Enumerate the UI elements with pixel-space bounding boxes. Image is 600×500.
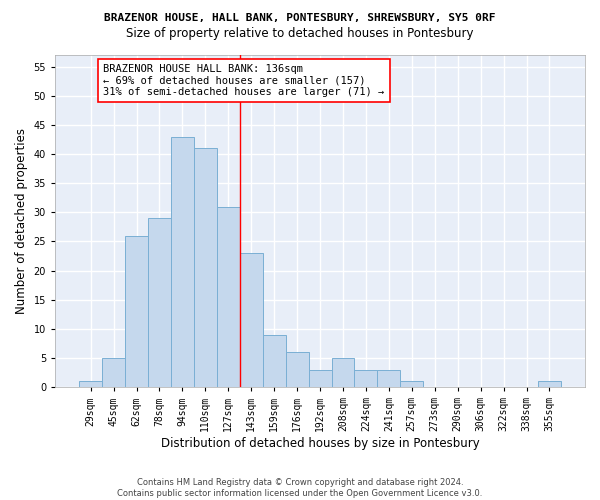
Bar — [79, 382, 102, 387]
Bar — [217, 206, 240, 387]
Bar — [148, 218, 171, 387]
Bar — [263, 334, 286, 387]
Bar — [332, 358, 355, 387]
Text: BRAZENOR HOUSE HALL BANK: 136sqm
← 69% of detached houses are smaller (157)
31% : BRAZENOR HOUSE HALL BANK: 136sqm ← 69% o… — [103, 64, 385, 97]
Bar — [286, 352, 308, 387]
Bar — [102, 358, 125, 387]
Text: BRAZENOR HOUSE, HALL BANK, PONTESBURY, SHREWSBURY, SY5 0RF: BRAZENOR HOUSE, HALL BANK, PONTESBURY, S… — [104, 12, 496, 22]
Bar — [308, 370, 332, 387]
Bar — [240, 253, 263, 387]
Bar — [194, 148, 217, 387]
Bar — [355, 370, 377, 387]
Bar — [400, 382, 423, 387]
Text: Size of property relative to detached houses in Pontesbury: Size of property relative to detached ho… — [126, 28, 474, 40]
Bar — [171, 136, 194, 387]
Bar — [125, 236, 148, 387]
X-axis label: Distribution of detached houses by size in Pontesbury: Distribution of detached houses by size … — [161, 437, 479, 450]
Bar — [377, 370, 400, 387]
Bar — [538, 382, 561, 387]
Y-axis label: Number of detached properties: Number of detached properties — [15, 128, 28, 314]
Text: Contains HM Land Registry data © Crown copyright and database right 2024.
Contai: Contains HM Land Registry data © Crown c… — [118, 478, 482, 498]
